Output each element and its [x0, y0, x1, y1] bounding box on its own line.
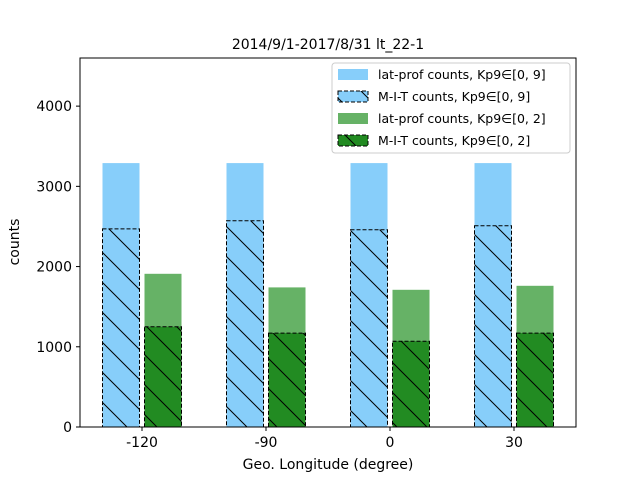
legend-swatch-hatch	[337, 134, 369, 147]
x-axis: -120 -90 0 30	[126, 427, 523, 451]
y-axis: 0 1000 2000 3000 4000	[36, 99, 80, 436]
x-axis-label: Geo. Longitude (degree)	[243, 457, 414, 473]
bar-hatch-series-1--120	[102, 228, 140, 428]
y-tick-label: 1000	[36, 340, 72, 356]
legend-label: M-I-T counts, Kp9∈[0, 9]	[378, 89, 530, 104]
legend-swatch-hatch	[337, 90, 369, 103]
y-tick-label: 0	[63, 420, 72, 436]
y-tick-label: 4000	[36, 99, 72, 115]
bar-hatch-series-1-30	[474, 225, 512, 428]
x-tick-label: 30	[505, 435, 523, 451]
bar-hatch-series-3--90	[268, 332, 306, 428]
bars-layer	[102, 163, 554, 428]
y-tick-label: 3000	[36, 179, 72, 195]
legend-swatch	[338, 69, 368, 80]
chart-title: 2014/9/1-2017/8/31 lt_22-1	[232, 37, 424, 53]
legend-label: lat-prof counts, Kp9∈[0, 9]	[378, 67, 546, 82]
bar-hatch-series-3-30	[516, 332, 554, 428]
bar-hatch-series-1--90	[226, 220, 264, 428]
legend-label: M-I-T counts, Kp9∈[0, 2]	[378, 133, 530, 148]
x-tick-label: 0	[386, 435, 395, 451]
legend-swatch	[338, 113, 368, 124]
bar-hatch-series-3-0	[392, 340, 430, 428]
legend: lat-prof counts, Kp9∈[0, 9] M-I-T counts,…	[331, 62, 571, 154]
legend-box	[331, 62, 571, 154]
legend-label: lat-prof counts, Kp9∈[0, 2]	[378, 111, 546, 126]
y-tick-label: 2000	[36, 260, 72, 276]
plot-frame	[79, 57, 577, 428]
x-tick-label: -120	[126, 435, 158, 451]
bar-hatch-series-3--120	[144, 326, 182, 428]
x-tick-label: -90	[255, 435, 278, 451]
bar-hatch-series-1-0	[350, 229, 388, 428]
y-axis-label: counts	[7, 219, 23, 266]
